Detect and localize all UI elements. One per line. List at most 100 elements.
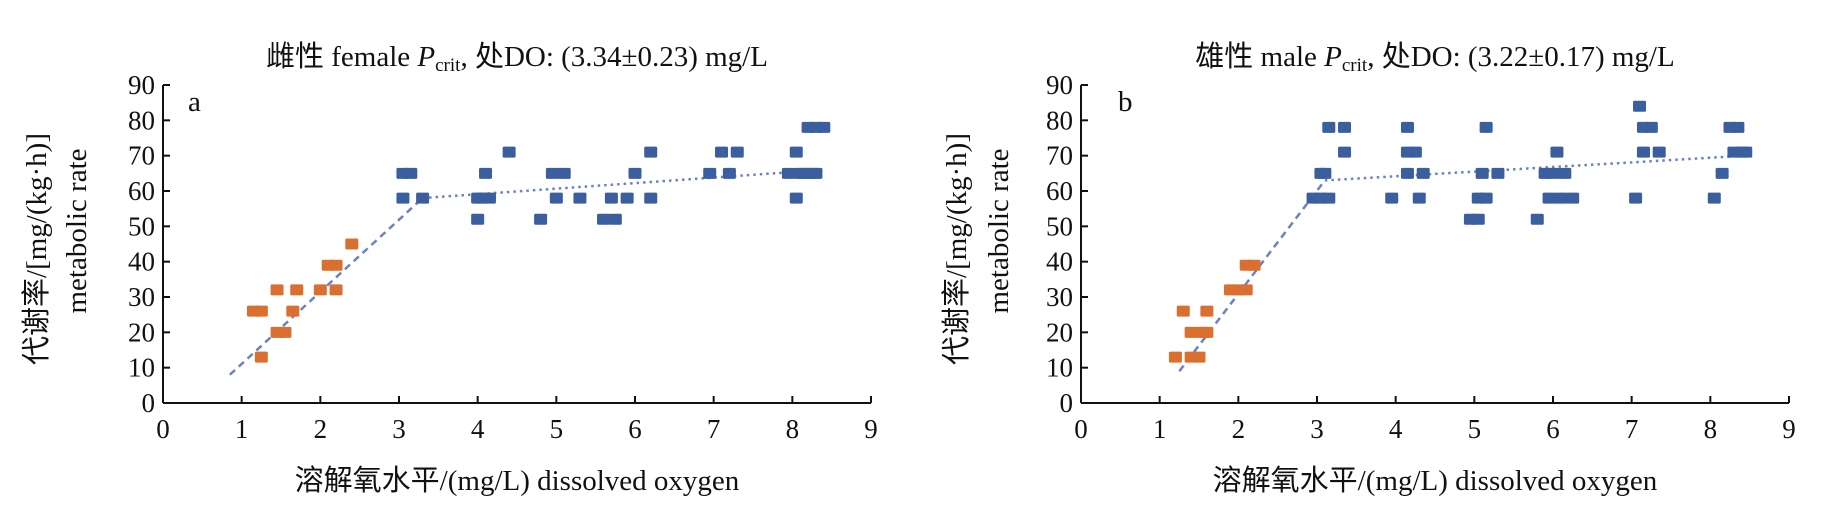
panel-a-data-point-above-critical xyxy=(628,167,642,179)
panel-b-y-axis-title-line2: metabolic rate xyxy=(983,148,1015,313)
panel-b-data-point-above-critical xyxy=(1731,121,1745,133)
panel-b-data-point-below-critical xyxy=(1192,351,1206,363)
panel-b-data-point-below-critical xyxy=(1184,326,1198,338)
panel-a-x-axis-title: 溶解氧水平/(mg/L) dissolved oxygen xyxy=(295,464,740,497)
panel-a-data-point-above-critical xyxy=(730,146,744,158)
panel-b-data-point-below-critical xyxy=(1200,305,1214,317)
panel-a-x-tick-label: 4 xyxy=(471,414,485,444)
panel-a-title-text-end: , 处DO: (3.34±0.23) mg/L xyxy=(460,40,768,73)
panel-a-data-point-above-critical xyxy=(404,167,418,179)
panel-b-data-point-above-critical xyxy=(1338,146,1352,158)
panel-a-title-subscript: crit xyxy=(435,55,461,76)
panel-a-data-point-below-critical xyxy=(254,351,268,363)
panel-a-data-point-above-critical xyxy=(715,146,729,158)
panel-b-chart-title: 雄性 male Pcrit, 处DO: (3.22±0.17) mg/L xyxy=(1195,40,1674,76)
panel-a-x-tick-label: 7 xyxy=(707,414,721,444)
panel-b-data-point-above-critical xyxy=(1566,192,1580,204)
panel-a-data-point-below-critical xyxy=(278,326,292,338)
panel-b-data-point-above-critical xyxy=(1416,167,1430,179)
panel-b-fit-line-upper xyxy=(1324,154,1746,182)
panel-b-data-point-above-critical xyxy=(1739,146,1753,158)
panel-a-x-tick-label: 3 xyxy=(392,414,406,444)
panel-a-y-tick-label: 30 xyxy=(128,282,155,312)
panel-b-data-point-above-critical xyxy=(1322,192,1336,204)
panel-b-data-point-above-critical xyxy=(1400,167,1414,179)
panel-b-data-point-below-critical xyxy=(1239,284,1253,296)
panel-b-data-point-below-critical xyxy=(1247,259,1261,271)
panel-b-x-tick-label: 8 xyxy=(1704,414,1718,444)
panel-a-x-tick-label: 2 xyxy=(314,414,328,444)
panel-b-data-point-above-critical xyxy=(1475,167,1489,179)
panel-b-data-point-above-critical xyxy=(1412,192,1426,204)
panel-b-y-tick-label: 30 xyxy=(1046,282,1073,312)
panel-b-data-point-above-critical xyxy=(1385,192,1399,204)
panel-a-title-italic: P xyxy=(416,41,435,73)
panel-a-data-point-below-critical xyxy=(286,305,300,317)
panel-a-data-point-below-critical xyxy=(290,284,304,296)
panel-a-data-point-above-critical xyxy=(703,167,717,179)
panel-b-x-tick-label: 0 xyxy=(1074,414,1088,444)
panel-b-data-point-above-critical xyxy=(1479,192,1493,204)
panel-a-data-point-above-critical xyxy=(620,192,634,204)
panel-a-x-tick-label: 0 xyxy=(156,414,170,444)
panel-b-x-tick-label: 3 xyxy=(1310,414,1324,444)
panel-b-y-tick-label: 80 xyxy=(1046,105,1073,135)
panel-a-data-point-above-critical xyxy=(789,146,803,158)
panel-a-data-point-above-critical xyxy=(608,213,622,225)
panel-b-fit-line-lower xyxy=(1178,179,1326,372)
panel-a-data-point-below-critical xyxy=(345,238,359,250)
panel-a-data-point-above-critical xyxy=(502,146,516,158)
panel-b-y-axis-title-line1: 代谢率/[mg/(kg·h)] xyxy=(940,133,973,365)
panel-a-data-point-above-critical xyxy=(817,121,831,133)
panel-a-data-point-below-critical xyxy=(270,284,284,296)
panel-b-y-tick-label: 20 xyxy=(1046,317,1073,347)
panel-b-y-tick-label: 0 xyxy=(1060,388,1074,418)
panel-a-data-point-below-critical xyxy=(254,305,268,317)
panel-b-title-text-end: , 处DO: (3.22±0.17) mg/L xyxy=(1367,40,1675,73)
panel-b-data-point-above-critical xyxy=(1707,192,1721,204)
panel-b-data-point-above-critical xyxy=(1479,121,1493,133)
panel-b-data-point-above-critical xyxy=(1546,167,1560,179)
panel-a-x-tick-label: 1 xyxy=(235,414,249,444)
panel-b-data-point-above-critical xyxy=(1471,213,1485,225)
panel-a-chart-title: 雌性 female Pcrit, 处DO: (3.34±0.23) mg/L xyxy=(266,40,768,76)
panel-a-data-point-above-critical xyxy=(722,167,736,179)
panel-b-y-tick-label: 90 xyxy=(1046,70,1073,100)
panel-a-y-axis-title-line2: metabolic rate xyxy=(61,148,93,313)
panel-a-data-point-above-critical xyxy=(471,213,485,225)
panel-b-x-tick-label: 9 xyxy=(1782,414,1796,444)
panel-b-title-subscript: crit xyxy=(1342,55,1368,76)
panel-b-y-tick-label: 50 xyxy=(1046,211,1073,241)
panel-a-y-tick-label: 20 xyxy=(128,317,155,347)
panel-a-title-text: 雌性 female xyxy=(266,40,417,73)
panel-b-data-point-above-critical xyxy=(1491,167,1505,179)
panel-b-data-point-above-critical xyxy=(1530,213,1544,225)
panel-a-data-point-above-critical xyxy=(416,192,430,204)
panel-a-data-point-above-critical xyxy=(604,192,618,204)
panel-a-data-point-above-critical xyxy=(545,167,559,179)
panel-b-x-tick-label: 7 xyxy=(1625,414,1639,444)
panel-b-x-tick-label: 4 xyxy=(1389,414,1403,444)
panel-a-y-axis-title-line1: 代谢率/[mg/(kg·h)] xyxy=(20,133,53,365)
panel-a-y-tick-label: 40 xyxy=(128,247,155,277)
panel-a-fit-line-lower xyxy=(229,197,424,376)
panel-b-data-point-below-critical xyxy=(1176,305,1190,317)
panel-a-y-tick-label: 60 xyxy=(128,176,155,206)
panel-b-data-point-above-critical xyxy=(1644,121,1658,133)
panel-b-data-point-above-critical xyxy=(1318,167,1332,179)
panel-b-data-point-above-critical xyxy=(1550,146,1564,158)
panel-a-data-point-above-critical xyxy=(644,146,658,158)
panel-b-data-point-above-critical xyxy=(1715,167,1729,179)
panel-a-y-tick-label: 80 xyxy=(128,105,155,135)
panel-b-y-tick-label: 40 xyxy=(1046,247,1073,277)
panel-b-data-point-above-critical xyxy=(1636,146,1650,158)
panel-b-data-point-above-critical xyxy=(1652,146,1666,158)
panel-a-x-tick-label: 5 xyxy=(550,414,564,444)
panel-b-data-point-above-critical xyxy=(1338,121,1352,133)
panel-a-data-point-below-critical xyxy=(313,284,327,296)
panel-a-data-point-above-critical xyxy=(781,167,795,179)
